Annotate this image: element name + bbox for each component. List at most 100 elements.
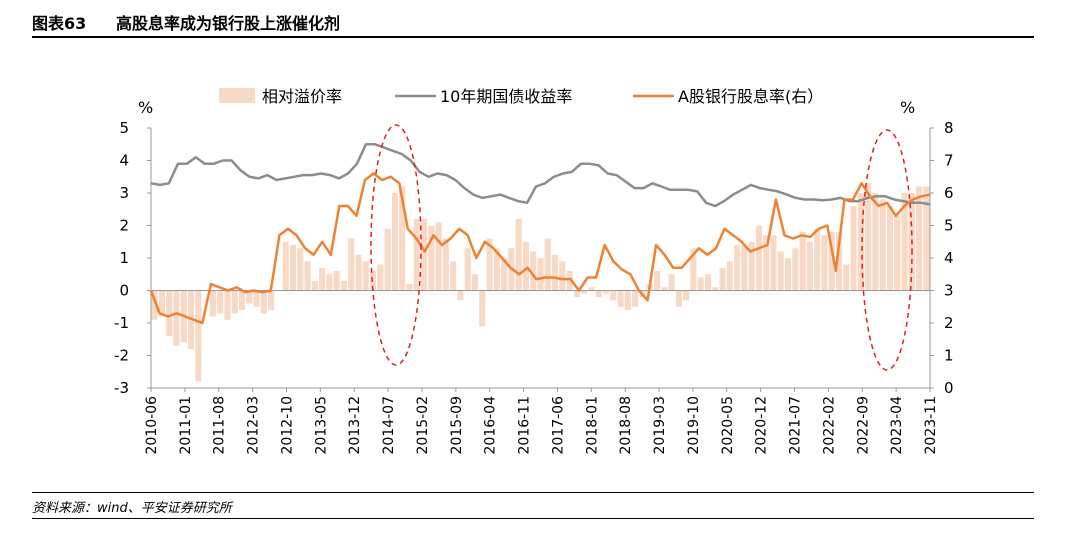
premium-bar bbox=[850, 206, 857, 291]
premium-bar bbox=[435, 222, 442, 291]
premium-bar bbox=[239, 290, 246, 310]
premium-bar bbox=[362, 261, 369, 291]
premium-bar bbox=[588, 287, 595, 291]
chart-legend: 相对溢价率 10年期国债收益率 A股银行股息率(右） bbox=[219, 87, 823, 106]
premium-bar bbox=[894, 215, 901, 291]
premium-bar bbox=[741, 245, 748, 291]
premium-bar bbox=[450, 261, 457, 291]
left-tick-label: 2 bbox=[119, 217, 129, 235]
premium-bar bbox=[522, 241, 529, 291]
highlight-ellipse-2014 bbox=[370, 124, 422, 366]
x-tick-label: 2023-11 bbox=[923, 396, 939, 455]
premium-bar bbox=[610, 290, 617, 301]
premium-bar bbox=[391, 193, 398, 291]
left-tick-label: -1 bbox=[114, 314, 129, 332]
x-tick-label: 2011-01 bbox=[178, 396, 194, 455]
x-tick-label: 2013-05 bbox=[313, 396, 329, 455]
premium-bar bbox=[777, 251, 784, 291]
premium-bar bbox=[195, 290, 202, 382]
legend-swatch-premium bbox=[219, 88, 255, 103]
x-tick-label: 2015-02 bbox=[415, 396, 431, 455]
premium-bar bbox=[697, 277, 704, 291]
premium-bar bbox=[319, 267, 326, 291]
left-axis-unit: % bbox=[138, 98, 153, 117]
x-tick-label: 2018-01 bbox=[584, 396, 600, 455]
premium-bar bbox=[260, 290, 267, 314]
premium-bar bbox=[792, 248, 799, 291]
left-tick-label: 3 bbox=[119, 184, 129, 202]
premium-bar bbox=[653, 271, 660, 291]
left-tick-label: 4 bbox=[119, 152, 129, 170]
premium-bar bbox=[712, 287, 719, 291]
figure-number: 图表63 bbox=[32, 14, 87, 33]
premium-bar bbox=[683, 290, 690, 301]
x-tick-label: 2020-05 bbox=[720, 396, 736, 455]
x-tick-label: 2016-11 bbox=[517, 396, 533, 455]
right-tick-label: 8 bbox=[944, 119, 954, 137]
source-divider bbox=[32, 492, 1034, 493]
right-tick-label: 7 bbox=[944, 152, 954, 170]
premium-bar bbox=[901, 193, 908, 291]
bottom-divider bbox=[32, 518, 1034, 519]
premium-bar bbox=[821, 235, 828, 291]
premium-bar bbox=[166, 290, 173, 336]
premium-bar bbox=[253, 290, 260, 307]
bond-yield-line bbox=[150, 143, 931, 208]
premium-bar bbox=[333, 271, 340, 291]
x-tick-label: 2022-02 bbox=[821, 396, 837, 455]
premium-bar bbox=[530, 251, 537, 291]
premium-bar bbox=[632, 290, 639, 307]
premium-bar bbox=[209, 290, 216, 317]
premium-bar bbox=[217, 290, 224, 314]
premium-bar bbox=[231, 290, 238, 314]
premium-bar bbox=[595, 290, 602, 297]
premium-bar bbox=[173, 290, 180, 346]
x-tick-label: 2010-06 bbox=[144, 396, 160, 455]
premium-bar bbox=[559, 261, 566, 291]
premium-bar bbox=[370, 271, 377, 291]
x-tick-label: 2018-08 bbox=[618, 396, 634, 455]
premium-bar bbox=[544, 238, 551, 291]
premium-bar bbox=[464, 248, 471, 291]
premium-bar bbox=[916, 186, 923, 291]
left-tick-label: 0 bbox=[119, 282, 129, 300]
line-series bbox=[149, 143, 931, 325]
x-tick-label: 2012-03 bbox=[246, 396, 262, 455]
premium-bar bbox=[886, 206, 893, 291]
highlight-ellipse-2023 bbox=[861, 129, 913, 371]
premium-bar bbox=[552, 254, 559, 291]
premium-bar bbox=[872, 193, 879, 291]
premium-bar bbox=[377, 264, 384, 291]
premium-bar bbox=[479, 290, 486, 327]
premium-bar bbox=[836, 232, 843, 291]
x-tick-label: 2015-09 bbox=[449, 396, 465, 455]
premium-bar bbox=[923, 186, 930, 291]
dividend-yield-line bbox=[149, 172, 931, 325]
premium-bar bbox=[428, 225, 435, 291]
premium-bar bbox=[603, 290, 610, 294]
source-note: 资料来源：wind、平安证券研究所 bbox=[32, 501, 232, 516]
premium-bar bbox=[151, 290, 158, 320]
premium-bar bbox=[486, 238, 493, 291]
premium-bar bbox=[581, 290, 588, 294]
premium-bar bbox=[661, 287, 668, 291]
premium-bar bbox=[566, 271, 573, 291]
right-tick-label: 1 bbox=[944, 347, 954, 365]
premium-bar bbox=[297, 248, 304, 291]
premium-bar bbox=[355, 254, 362, 291]
right-tick-label: 3 bbox=[944, 282, 954, 300]
x-tick-label: 2019-10 bbox=[686, 396, 702, 455]
x-tick-label: 2019-03 bbox=[652, 396, 668, 455]
premium-bar bbox=[282, 241, 289, 291]
premium-bar bbox=[770, 235, 777, 291]
x-tick-label: 2021-07 bbox=[788, 396, 804, 455]
premium-bar bbox=[806, 241, 813, 291]
x-tick-label: 2017-06 bbox=[550, 396, 566, 455]
premium-bar bbox=[246, 290, 253, 304]
x-tick-label: 2020-12 bbox=[754, 396, 770, 455]
premium-bar bbox=[158, 290, 165, 317]
premium-bar bbox=[326, 274, 333, 291]
legend-label-premium: 相对溢价率 bbox=[262, 87, 342, 106]
x-tick-label: 2014-07 bbox=[381, 396, 397, 455]
premium-bar bbox=[865, 183, 872, 291]
